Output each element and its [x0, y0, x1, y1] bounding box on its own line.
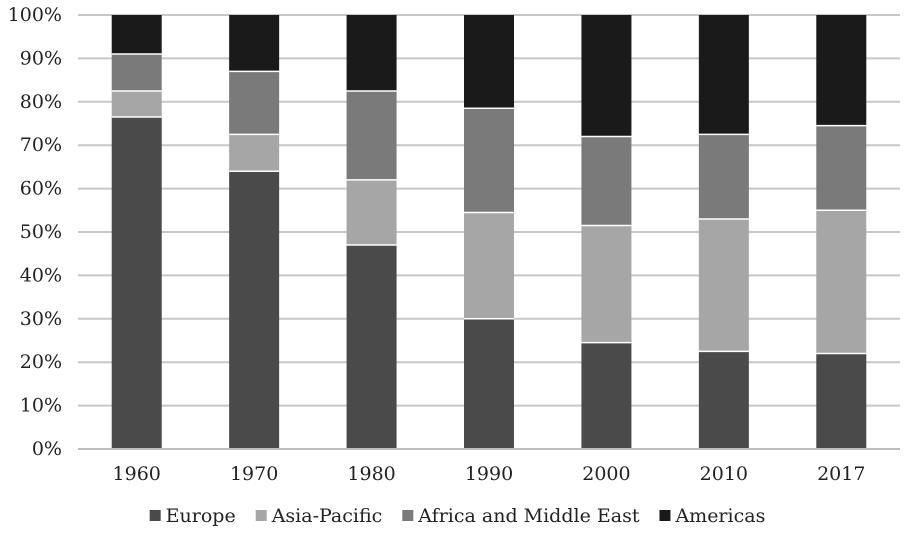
y-tick-label: 30% — [20, 308, 62, 330]
y-tick-label: 10% — [20, 395, 62, 417]
bar-segment-americas-1960 — [111, 15, 162, 55]
y-tick-label: 60% — [20, 178, 62, 200]
y-tick-label: 90% — [20, 47, 62, 69]
bar-segment-americas-2000 — [581, 15, 632, 137]
y-tick-label: 0% — [32, 438, 62, 460]
bar-segment-asia-pacific-2000 — [581, 225, 632, 343]
bar-segment-africa-and-middle-east-2000 — [581, 136, 632, 226]
y-tick-label: 20% — [20, 351, 62, 373]
bar-segment-americas-2017 — [816, 15, 867, 126]
bar-segment-europe-1980 — [346, 245, 397, 449]
bar-segment-africa-and-middle-east-2017 — [816, 125, 867, 211]
legend: Europe Asia-Pacific Africa and Middle East… — [149, 505, 765, 527]
y-tick-label: 80% — [20, 91, 62, 113]
bar-segment-americas-2010 — [698, 15, 749, 135]
bar-segment-asia-pacific-1970 — [229, 134, 280, 172]
bars — [111, 15, 867, 450]
bar-segment-europe-2017 — [816, 353, 867, 449]
legend-label: Americas — [674, 505, 765, 527]
x-tick-label: 1960 — [113, 463, 161, 485]
bar-segment-europe-1990 — [464, 318, 514, 449]
bar-segment-americas-1970 — [229, 15, 280, 72]
bar-segment-asia-pacific-1990 — [464, 212, 514, 319]
bar-segment-africa-and-middle-east-1970 — [229, 71, 280, 135]
x-tick-label: 1970 — [230, 463, 278, 485]
x-tick-label: 2017 — [817, 463, 865, 485]
legend-swatch-europe — [149, 510, 161, 521]
legend-swatch-americas — [659, 510, 671, 521]
y-tick-label: 40% — [20, 264, 62, 286]
y-tick-label: 100% — [8, 4, 62, 26]
bar-segment-africa-and-middle-east-2010 — [698, 134, 749, 219]
bar-segment-asia-pacific-1980 — [346, 179, 397, 246]
bar-segment-europe-1970 — [229, 171, 280, 450]
y-tick-label: 50% — [20, 221, 62, 243]
legend-label: Europe — [166, 505, 236, 527]
bar-segment-asia-pacific-2017 — [816, 210, 867, 354]
bar-segment-americas-1980 — [346, 15, 397, 91]
bar-segment-europe-1960 — [111, 116, 162, 450]
bar-segment-africa-and-middle-east-1960 — [111, 54, 162, 91]
legend-label: Asia-Pacific — [271, 505, 383, 527]
x-tick-label: 1980 — [347, 463, 395, 485]
bar-segment-europe-2010 — [698, 351, 749, 449]
bar-segment-africa-and-middle-east-1990 — [464, 108, 514, 213]
bar-segment-europe-2000 — [581, 342, 632, 449]
bar-segment-asia-pacific-1960 — [111, 90, 162, 117]
y-tick-label: 70% — [20, 134, 62, 156]
legend-swatch-asia-pacific — [255, 510, 267, 521]
bar-segment-americas-1990 — [464, 15, 514, 109]
x-tick-label: 2000 — [582, 463, 630, 485]
axes: 0% 10% 20% 30% 40% 50% 60% 70% 80% 90% 100% 1960 197… — [8, 4, 900, 485]
legend-swatch-africa-and-middle-east — [402, 510, 414, 521]
bar-segment-africa-and-middle-east-1980 — [346, 90, 397, 180]
x-tick-label: 2010 — [700, 463, 748, 485]
legend-label: Africa and Middle East — [417, 505, 640, 527]
bar-segment-asia-pacific-2010 — [698, 218, 749, 352]
x-tick-label: 1990 — [465, 463, 513, 485]
